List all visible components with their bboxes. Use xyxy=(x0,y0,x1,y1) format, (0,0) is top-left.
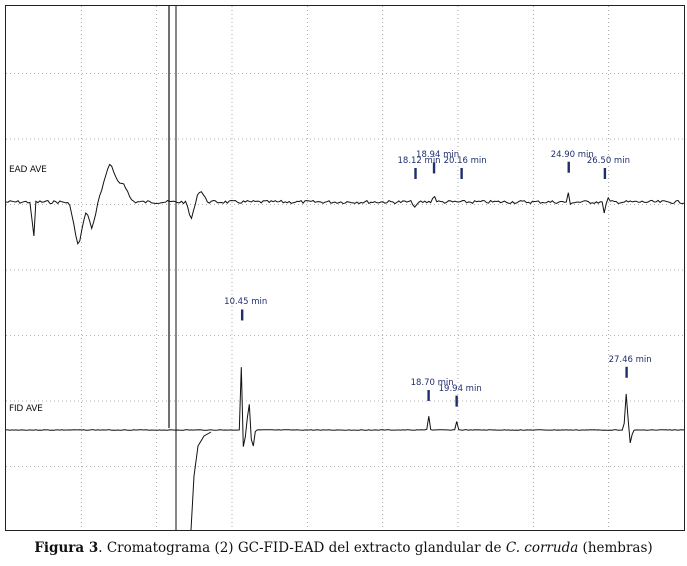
peak-label: 18.94 min xyxy=(416,150,460,161)
trace-label: EAD AVE xyxy=(9,165,47,175)
peak-label: 20.16 min xyxy=(443,156,487,166)
figure-label: Figura 3 xyxy=(34,540,99,556)
chromatogram-plot: EAD AVE 18.12 min 18.94 min 20.16 min 24.90 … xyxy=(5,5,685,531)
figure-caption: Figura 3. Cromatograma (2) GC-FID-EAD de… xyxy=(0,540,687,556)
solvent-front-lines xyxy=(168,6,212,530)
peak-label: 24.90 min xyxy=(550,149,594,160)
trace-1 xyxy=(6,367,684,447)
peak-marker xyxy=(625,366,628,378)
peak-label: 19.94 min xyxy=(438,383,482,394)
peak-marker xyxy=(240,309,244,321)
peak-label: 18.70 min xyxy=(410,378,454,388)
traces xyxy=(6,163,684,447)
peak-label: 27.46 min xyxy=(608,354,652,365)
peak-label: 26.50 min xyxy=(586,156,630,166)
peak-marker xyxy=(460,168,463,179)
caption-text-before: . Cromatograma (2) GC-FID-EAD del extrac… xyxy=(98,540,506,556)
solvent-trough xyxy=(190,431,212,530)
peak-markers xyxy=(240,161,628,407)
peak-label: 10.45 min xyxy=(224,297,268,308)
caption-species: C. corruda xyxy=(505,540,579,556)
chart-canvas xyxy=(6,6,684,530)
grid-lines xyxy=(6,6,684,530)
peak-marker xyxy=(603,168,607,179)
peak-label: 18.12 min xyxy=(397,156,441,166)
trace-label: FID AVE xyxy=(9,404,43,414)
peak-marker xyxy=(427,390,430,401)
peak-marker xyxy=(567,161,570,173)
peak-marker xyxy=(455,395,458,407)
trace-0 xyxy=(6,163,684,246)
peak-marker xyxy=(432,162,436,174)
peak-marker xyxy=(414,168,417,179)
caption-text-after: (hembras) xyxy=(578,540,653,556)
